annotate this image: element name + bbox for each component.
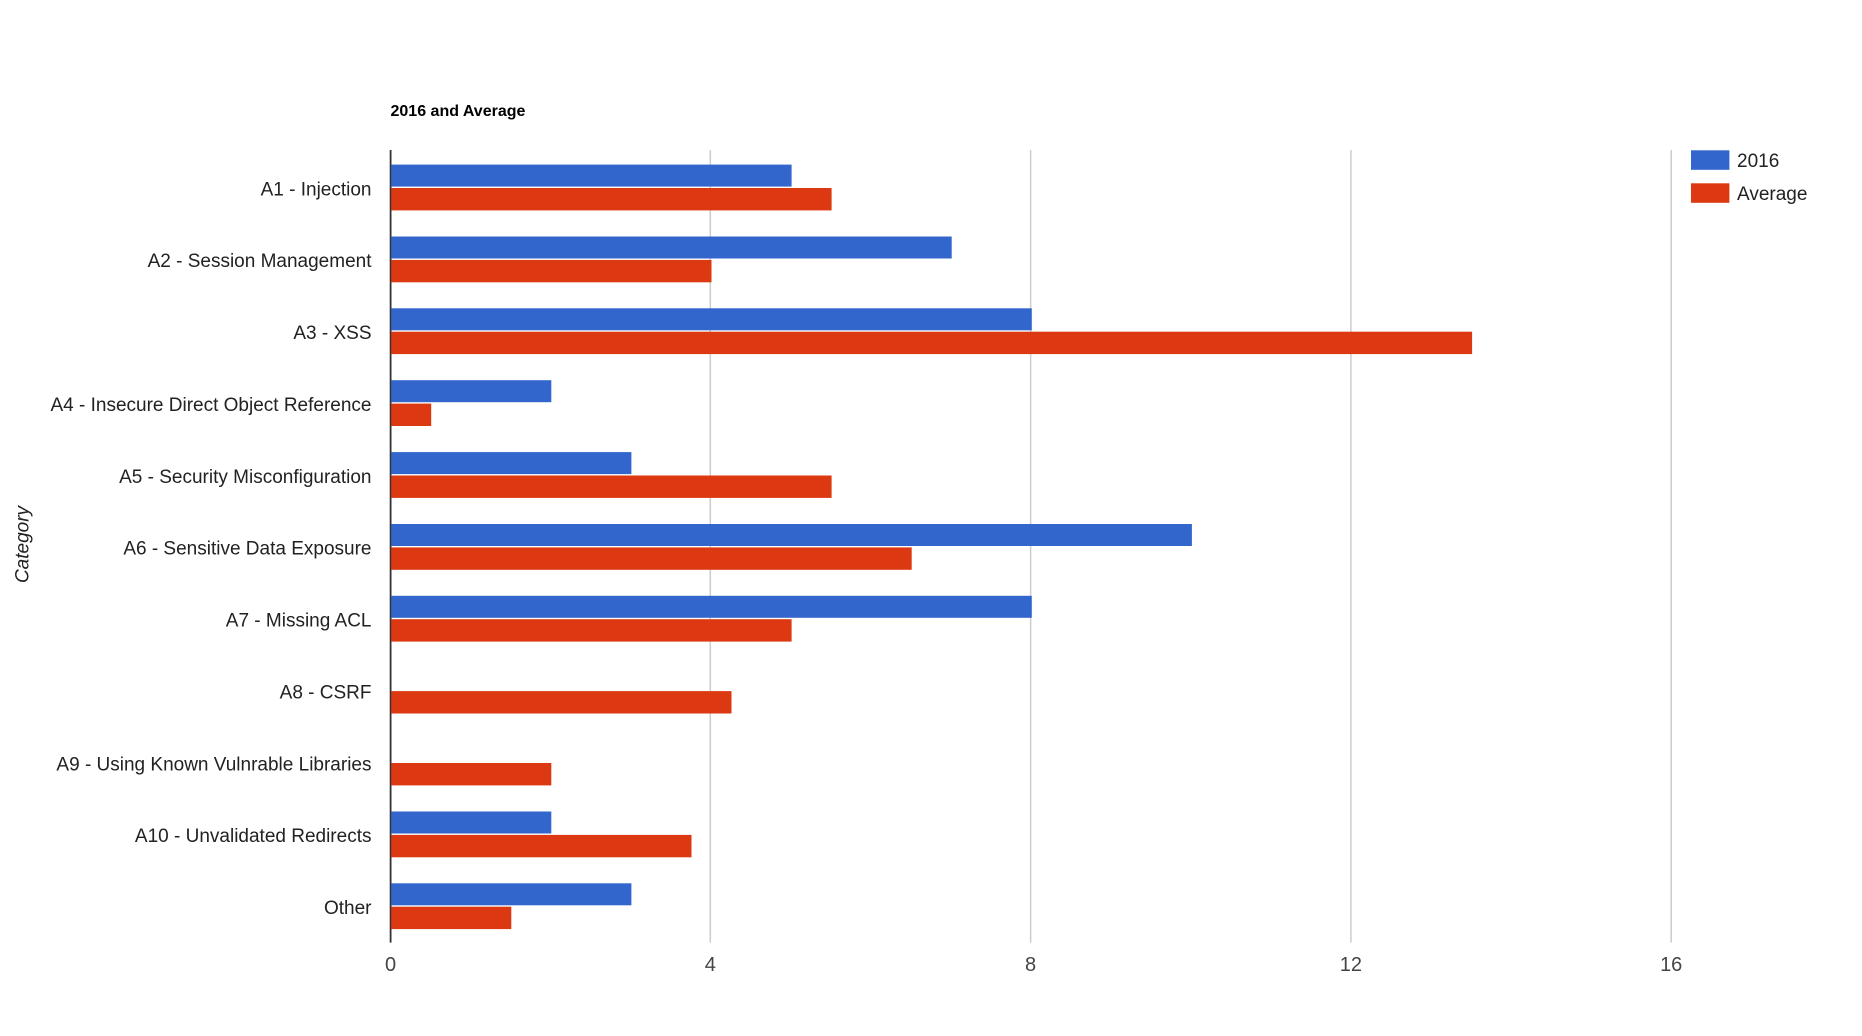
svg-text:Category: Category — [13, 504, 34, 583]
svg-text:0: 0 — [385, 954, 396, 976]
svg-text:A10 - Unvalidated Redirects: A10 - Unvalidated Redirects — [135, 826, 372, 847]
svg-text:8: 8 — [1025, 954, 1036, 976]
svg-text:A5 - Security Misconfiguration: A5 - Security Misconfiguration — [119, 467, 371, 488]
svg-text:A7 - Missing ACL: A7 - Missing ACL — [226, 611, 372, 632]
svg-text:A6 - Sensitive Data Exposure: A6 - Sensitive Data Exposure — [123, 539, 371, 560]
svg-text:4: 4 — [705, 954, 716, 976]
svg-text:Other: Other — [324, 898, 372, 919]
svg-text:A1 - Injection: A1 - Injection — [261, 179, 372, 200]
svg-text:A2 - Session Management: A2 - Session Management — [148, 251, 373, 272]
svg-text:12: 12 — [1340, 954, 1362, 976]
svg-text:A9 - Using Known Vulnrable Lib: A9 - Using Known Vulnrable Libraries — [56, 754, 371, 775]
svg-text:Average: Average — [1737, 184, 1807, 205]
svg-text:A4 - Insecure Direct Object Re: A4 - Insecure Direct Object Reference — [50, 395, 371, 416]
svg-text:A3 - XSS: A3 - XSS — [293, 323, 371, 344]
svg-text:A8 - CSRF: A8 - CSRF — [280, 682, 372, 703]
svg-text:16: 16 — [1660, 954, 1682, 976]
svg-text:2016 and Average: 2016 and Average — [391, 103, 526, 120]
svg-text:2016: 2016 — [1737, 151, 1779, 172]
